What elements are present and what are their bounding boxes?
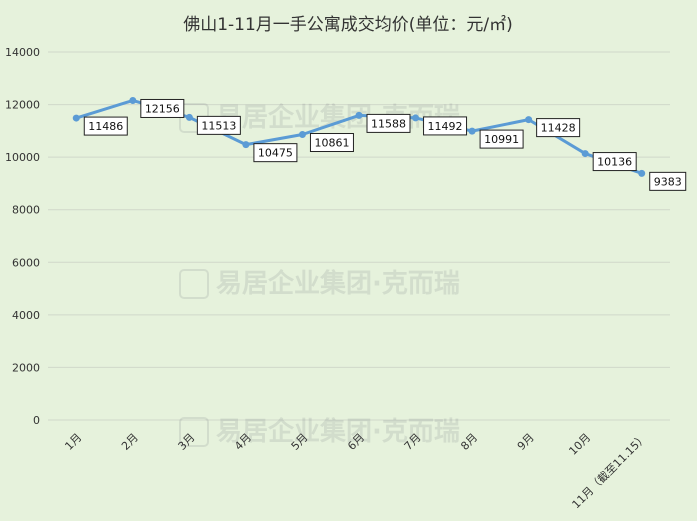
svg-text:10991: 10991 xyxy=(484,133,519,146)
y-axis-ticks: 0 2000 4000 6000 8000 10000 12000 14000 xyxy=(5,46,40,427)
watermark: 易居企业集团·克而瑞 xyxy=(179,416,460,447)
data-point xyxy=(468,127,476,135)
svg-text:11588: 11588 xyxy=(371,117,406,130)
svg-text:易居企业集团·克而瑞: 易居企业集团·克而瑞 xyxy=(216,416,460,447)
data-label: 11513 xyxy=(196,115,241,135)
data-label: 10991 xyxy=(479,129,524,149)
data-label: 10861 xyxy=(309,133,354,153)
data-point xyxy=(638,169,646,177)
data-label: 10136 xyxy=(592,152,637,172)
y-tick-label: 6000 xyxy=(12,256,40,269)
y-tick-label: 2000 xyxy=(12,361,40,374)
data-label: 11588 xyxy=(366,113,411,133)
y-tick-label: 8000 xyxy=(12,204,40,217)
data-point xyxy=(72,114,80,122)
data-point xyxy=(355,111,363,119)
svg-text:10136: 10136 xyxy=(597,156,632,169)
watermark: 易居企业集团·克而瑞 xyxy=(179,268,460,299)
data-point xyxy=(581,150,589,158)
data-label: 12156 xyxy=(140,98,185,118)
data-label: 11492 xyxy=(423,116,468,136)
svg-text:11513: 11513 xyxy=(201,119,236,132)
data-point xyxy=(185,113,193,121)
x-tick-label: 2月 xyxy=(119,431,141,453)
data-label: 9383 xyxy=(649,171,687,191)
x-tick-label: 3月 xyxy=(176,431,198,453)
y-tick-label: 14000 xyxy=(5,46,40,59)
data-label: 11428 xyxy=(536,118,581,138)
svg-text:10475: 10475 xyxy=(258,147,293,160)
chart-title: 佛山1-11月一手公寓成交均价(单位：元/㎡) xyxy=(183,15,513,35)
data-point xyxy=(129,96,137,104)
svg-text:10861: 10861 xyxy=(314,137,349,150)
data-labels: 11486 12156 11513 10475 10861 11588 11492 10991… xyxy=(83,98,687,191)
svg-text:12156: 12156 xyxy=(145,102,180,115)
svg-text:11486: 11486 xyxy=(88,120,123,133)
y-tick-label: 4000 xyxy=(12,309,40,322)
svg-text:9383: 9383 xyxy=(654,175,682,188)
y-tick-label: 12000 xyxy=(5,99,40,112)
x-tick-label: 9月 xyxy=(515,431,537,453)
data-point xyxy=(242,141,250,149)
y-tick-label: 0 xyxy=(33,414,40,427)
svg-text:11492: 11492 xyxy=(428,120,463,133)
svg-text:易居企业集团·克而瑞: 易居企业集团·克而瑞 xyxy=(216,268,460,299)
data-label: 11486 xyxy=(83,116,128,136)
data-point xyxy=(525,116,533,124)
x-tick-label: 1月 xyxy=(62,431,84,453)
data-point xyxy=(298,131,306,139)
y-tick-label: 10000 xyxy=(5,151,40,164)
x-tick-label: 8月 xyxy=(458,431,480,453)
svg-text:11428: 11428 xyxy=(541,122,576,135)
x-tick-label: 10月 xyxy=(566,431,593,458)
data-label: 10475 xyxy=(253,143,298,163)
data-point xyxy=(412,114,420,122)
